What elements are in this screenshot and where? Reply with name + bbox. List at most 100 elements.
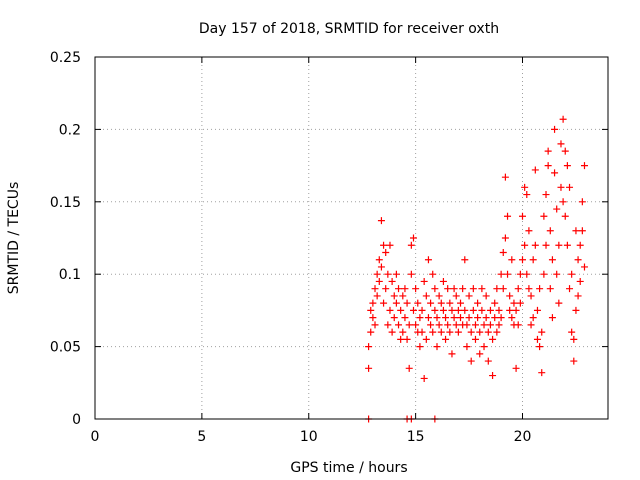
data-point [480, 343, 488, 351]
data-point [576, 277, 584, 285]
data-point [525, 227, 533, 235]
data-point [531, 166, 539, 174]
data-point [491, 299, 499, 307]
data-point [384, 321, 392, 329]
data-point [566, 285, 574, 293]
data-point [465, 292, 473, 300]
data-point [516, 270, 524, 278]
data-point [369, 299, 377, 307]
data-point [457, 314, 465, 322]
x-tick-labels: 0 5 10 15 20 [91, 429, 532, 445]
y-axis-label: SRMTID / TECUs [6, 182, 22, 295]
data-point [570, 357, 578, 365]
data-point [401, 314, 409, 322]
data-point [405, 321, 413, 329]
data-point [427, 321, 435, 329]
data-point [386, 241, 394, 249]
data-point [397, 306, 405, 314]
data-point [499, 285, 507, 293]
data-point [478, 285, 486, 293]
data-point [540, 212, 548, 220]
data-point [450, 285, 458, 293]
data-point [431, 306, 439, 314]
data-point [465, 314, 473, 322]
data-point [551, 169, 559, 177]
data-point [508, 314, 516, 322]
y-tick-label: 0.05 [50, 340, 81, 356]
y-tick-label: 0.15 [50, 195, 81, 211]
x-tick-label: 5 [197, 429, 206, 445]
data-point [452, 321, 460, 329]
y-tick-label: 0.1 [59, 267, 81, 283]
data-point [365, 364, 373, 372]
data-point [388, 277, 396, 285]
data-point [497, 270, 505, 278]
data-point [407, 270, 415, 278]
data-point [390, 314, 398, 322]
data-point [542, 241, 550, 249]
data-point [409, 234, 417, 242]
data-point [548, 314, 556, 322]
data-point [444, 321, 452, 329]
y-tick-labels: 0 0.05 0.1 0.15 0.2 0.25 [50, 50, 81, 428]
data-point [444, 285, 452, 293]
x-tick-label: 15 [407, 429, 425, 445]
data-point [495, 321, 503, 329]
data-point [512, 306, 520, 314]
data-point [367, 306, 375, 314]
data-point [559, 115, 567, 123]
data-point [533, 335, 541, 343]
data-point [412, 321, 420, 329]
data-point [506, 292, 514, 300]
data-point [482, 314, 490, 322]
data-point [561, 212, 569, 220]
y-tick-label: 0 [72, 412, 81, 428]
data-point [377, 263, 385, 271]
data-point [377, 217, 385, 225]
data-point [437, 299, 445, 307]
data-point [538, 369, 546, 377]
data-point [491, 314, 499, 322]
data-point [369, 314, 377, 322]
data-point [435, 292, 443, 300]
y-tick-label: 0.2 [59, 122, 81, 138]
data-point [431, 285, 439, 293]
data-point [457, 299, 465, 307]
data-point [471, 335, 479, 343]
data-point [384, 270, 392, 278]
data-point [512, 364, 520, 372]
data-point [386, 306, 394, 314]
data-point [580, 162, 588, 170]
data-point [486, 321, 494, 329]
data-point [548, 256, 556, 264]
data-point [527, 321, 535, 329]
x-tick-label: 10 [300, 429, 318, 445]
data-point [392, 299, 400, 307]
x-tick-label: 20 [514, 429, 532, 445]
data-point [514, 285, 522, 293]
data-point [501, 173, 509, 181]
data-point [521, 241, 529, 249]
data-point [482, 292, 490, 300]
data-point [454, 328, 462, 336]
data-point [474, 299, 482, 307]
data-point [553, 205, 561, 213]
data-point [489, 335, 497, 343]
data-point [469, 285, 477, 293]
data-point [495, 306, 503, 314]
data-point [435, 321, 443, 329]
data-point [478, 306, 486, 314]
data-point [578, 227, 586, 235]
data-point [474, 314, 482, 322]
data-point [450, 314, 458, 322]
data-point [439, 277, 447, 285]
data-point [371, 285, 379, 293]
data-point [420, 277, 428, 285]
data-point [525, 285, 533, 293]
data-point [501, 234, 509, 242]
data-point [442, 335, 450, 343]
data-point [424, 314, 432, 322]
data-point [395, 321, 403, 329]
data-point [533, 306, 541, 314]
data-point [367, 328, 375, 336]
